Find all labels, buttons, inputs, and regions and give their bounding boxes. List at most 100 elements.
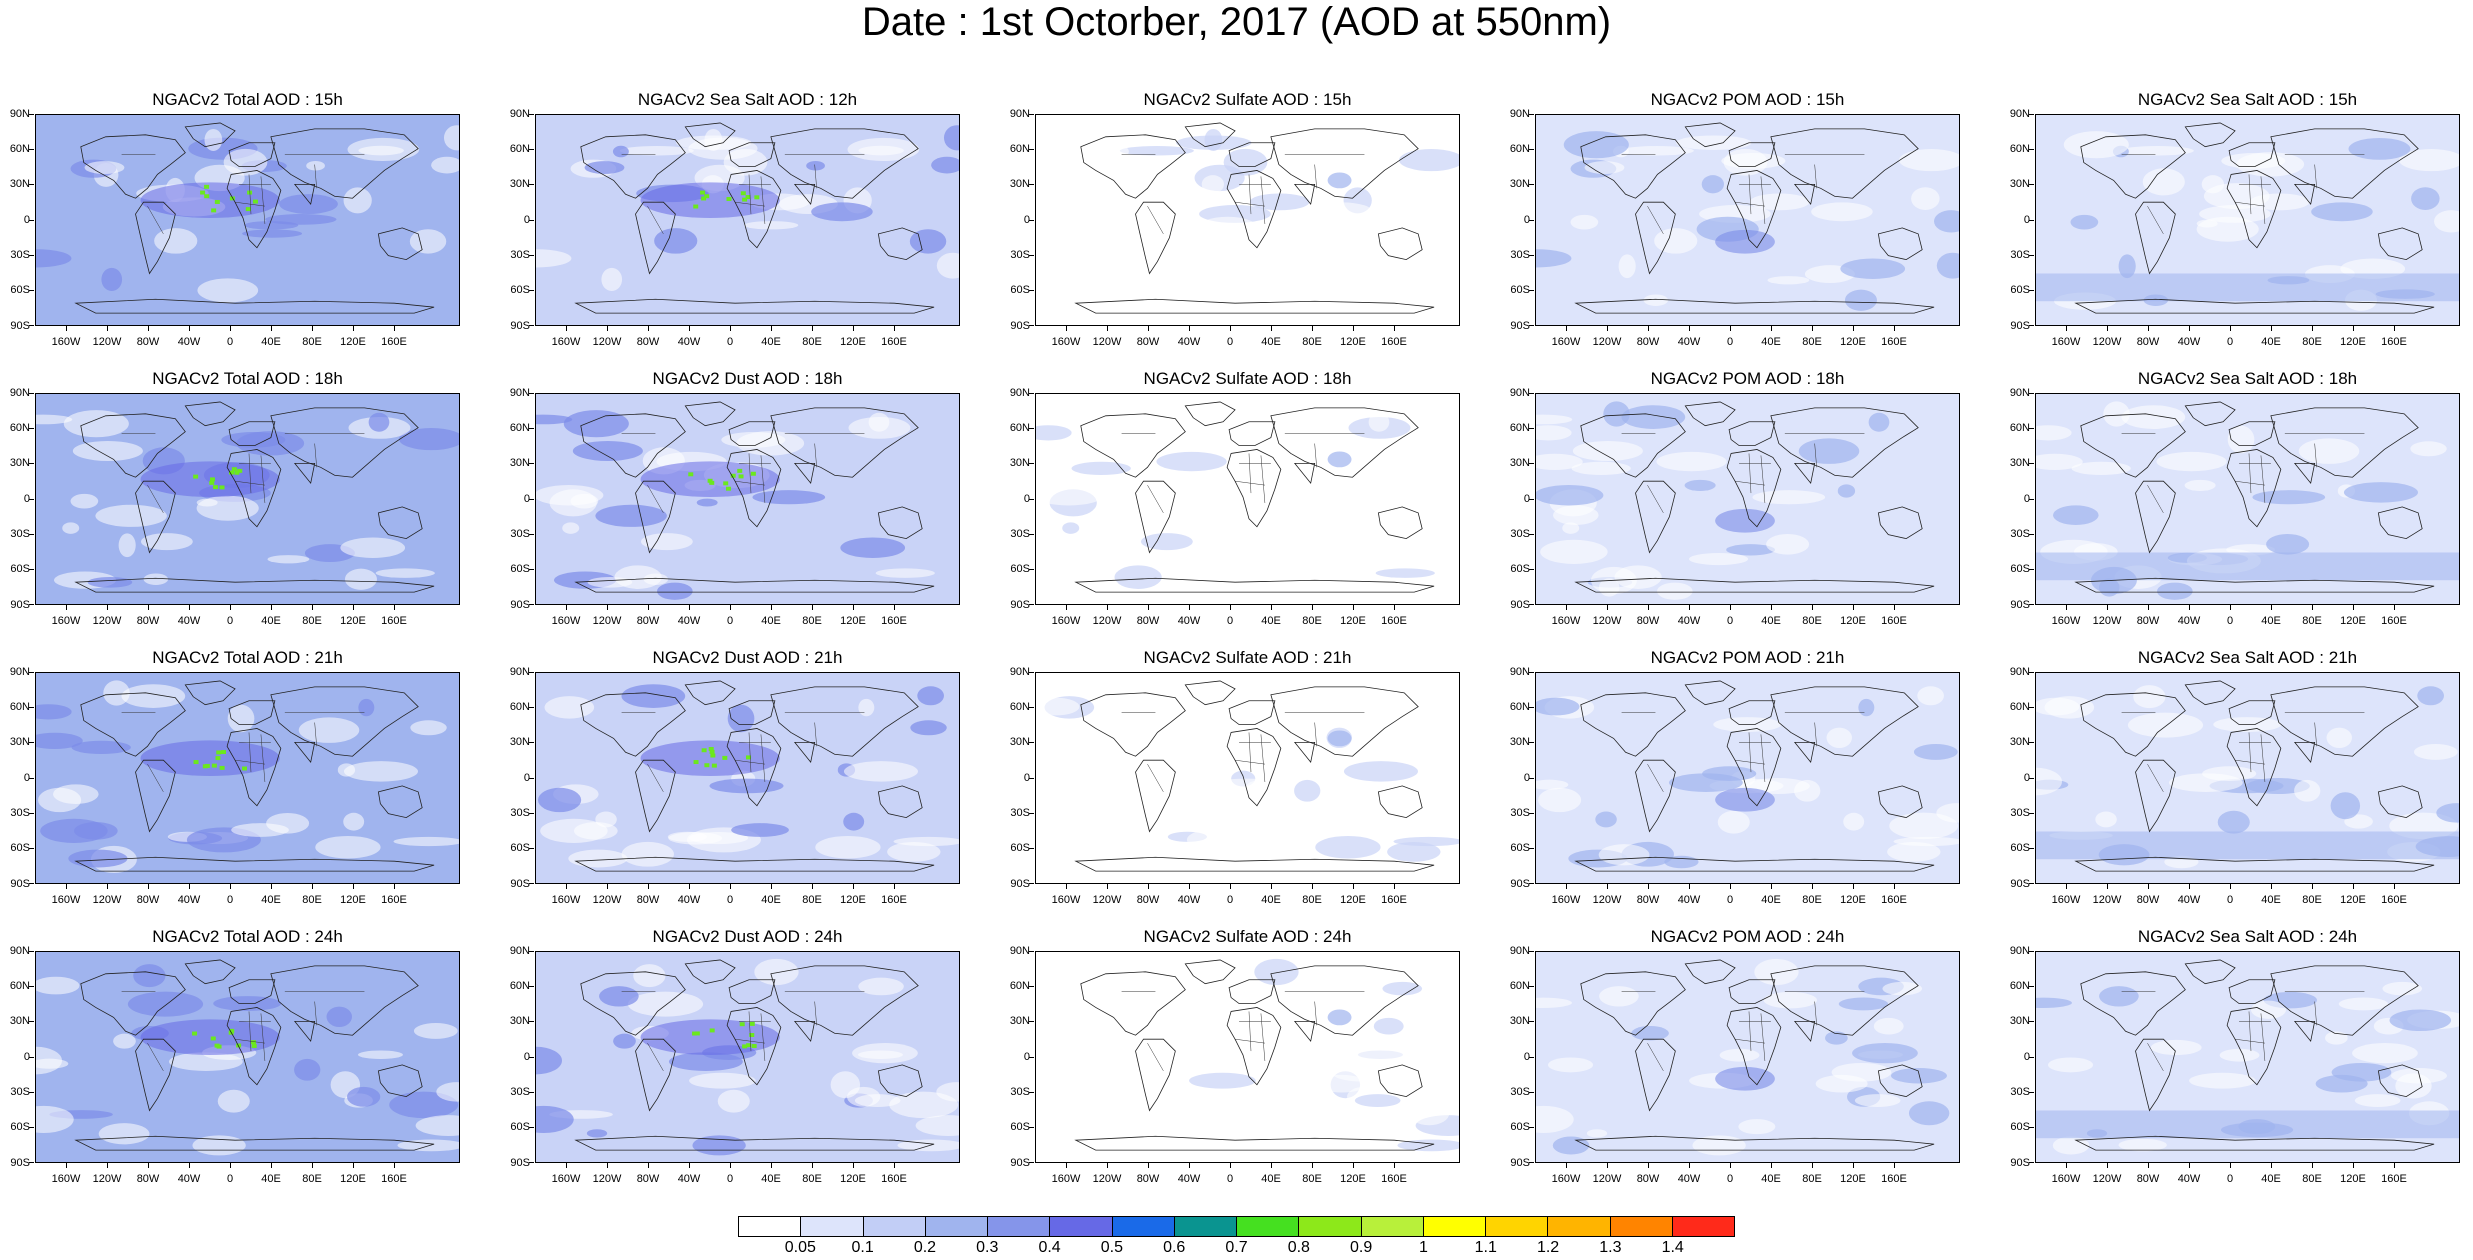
aod-hotspot: [749, 1033, 755, 1037]
lon-tick: [148, 1163, 149, 1168]
coastline: [574, 577, 935, 593]
lat-label: 90S: [1010, 320, 1030, 332]
aod-patch: [1436, 252, 1459, 279]
lat-ticks: [1029, 393, 1035, 605]
lon-label: 120E: [2340, 336, 2366, 348]
aod-patch: [2266, 533, 2310, 555]
lon-tick: [566, 1163, 567, 1168]
lon-tick: [1730, 1163, 1731, 1168]
lat-label: 60S: [510, 1121, 530, 1133]
lat-label: 90N: [1009, 945, 1030, 957]
coastline: [2226, 170, 2282, 249]
lat-label: 60S: [10, 1121, 30, 1133]
figure-title: Date : 1st Octorber, 2017 (AOD at 550nm): [861, 0, 1612, 44]
aod-patch: [1868, 412, 1890, 432]
lon-label: 80W: [1136, 336, 1160, 348]
lat-tick: [29, 986, 34, 987]
lon-tick: [1853, 884, 1854, 889]
aod-patch: [2118, 254, 2136, 279]
lon-tick: [189, 326, 190, 331]
lon-label: 40E: [761, 615, 781, 627]
map-panel: NGACv2 Total AOD : 15h 90N 60N 30N 0 30S 60S 90…: [0, 90, 495, 366]
lon-label: 0: [1226, 615, 1234, 627]
lon-label: 40E: [761, 894, 781, 906]
aod-patch: [2099, 986, 2139, 1007]
aod-hotspot: [245, 207, 251, 212]
lon-label: 0: [226, 336, 234, 348]
dust-plume: [140, 740, 280, 777]
map-frame: [2035, 114, 2460, 326]
country-border: [314, 443, 317, 468]
coastline: [1770, 686, 1919, 757]
aod-patch: [586, 1129, 608, 1138]
lon-label: 0: [1726, 336, 1734, 348]
lat-tick: [29, 848, 34, 849]
lat-label: 30N: [9, 1015, 30, 1027]
lon-label: 40W: [2177, 1173, 2201, 1185]
lat-tick: [29, 883, 34, 884]
aod-hotspot: [746, 755, 751, 760]
lat-tick: [1029, 883, 1034, 884]
panel-title: NGACv2 POM AOD : 15h: [1650, 90, 1845, 109]
aod-patch: [1037, 787, 1082, 813]
lat-label: 90N: [1509, 945, 1530, 957]
lat-label: 90S: [2010, 878, 2030, 890]
lat-label: 30N: [1509, 736, 1530, 748]
aod-patch: [415, 1115, 459, 1136]
aod-patch: [1936, 803, 1959, 823]
country-border: [748, 174, 752, 215]
lat-label: 30N: [2009, 1015, 2030, 1027]
lon-tick: [353, 1163, 354, 1168]
lat-tick: [1529, 986, 1534, 987]
lon-label: 80W: [136, 615, 160, 627]
lon-tick: [394, 884, 395, 889]
country-border: [735, 201, 765, 207]
aod-patch: [1052, 1136, 1090, 1155]
lat-label: 30S: [10, 249, 30, 261]
aod-patch: [584, 161, 625, 175]
lon-tick: [1230, 884, 1231, 889]
coastline: [2184, 959, 2236, 985]
lat-tick: [1529, 290, 1534, 291]
aod-patch: [1798, 438, 1860, 464]
aod-patch: [357, 1050, 403, 1059]
lon-label: 120E: [1840, 336, 1866, 348]
lat-label: 0: [2023, 493, 2030, 505]
coastline: [2226, 728, 2282, 807]
coastline: [726, 1007, 782, 1086]
lon-tick: [2394, 605, 2395, 610]
coastline: [2184, 122, 2236, 148]
map-panel: NGACv2 Sea Salt AOD : 21h 90N 60N 30N 0 30S 60…: [2000, 648, 2473, 924]
aod-patch: [917, 686, 944, 706]
aod-hotspot: [693, 760, 699, 765]
aod-patch: [410, 720, 447, 736]
aod-patch: [621, 684, 686, 708]
aod-patch: [1113, 1033, 1136, 1049]
lat-label: 0: [1523, 772, 1530, 784]
aod-patch: [298, 717, 360, 743]
coastline: [1377, 506, 1423, 540]
aod-patch: [1766, 533, 1810, 555]
lon-label: 120W: [1092, 1173, 1122, 1185]
aod-patch: [2121, 405, 2186, 429]
lon-tick: [1312, 884, 1313, 889]
country-border: [1248, 732, 1252, 773]
lon-label: 80E: [1802, 615, 1822, 627]
map-frame: [35, 672, 460, 884]
lat-tick: [2029, 778, 2034, 779]
coastline: [1293, 741, 1316, 764]
aod-hotspot: [216, 750, 222, 755]
lon-tick: [689, 1163, 690, 1168]
aod-patch: [1231, 823, 1289, 837]
lat-label: 90S: [10, 1157, 30, 1169]
lat-label: 60N: [1009, 980, 1030, 992]
aod-patch: [1618, 254, 1636, 279]
aod-patch: [1343, 761, 1418, 782]
aod-patch: [306, 160, 325, 171]
aod-patch: [887, 841, 941, 862]
coastline: [1684, 680, 1736, 706]
lon-label: 160W: [1051, 894, 1081, 906]
lon-tick: [1066, 884, 1067, 889]
colorbar-labels: 0.05 0.1 0.2 0.3 0.4 0.5 0.6 0.7 0.8 0.9 1 1.1 1.2 1.…: [738, 1240, 1735, 1256]
aod-patch: [1156, 451, 1227, 472]
